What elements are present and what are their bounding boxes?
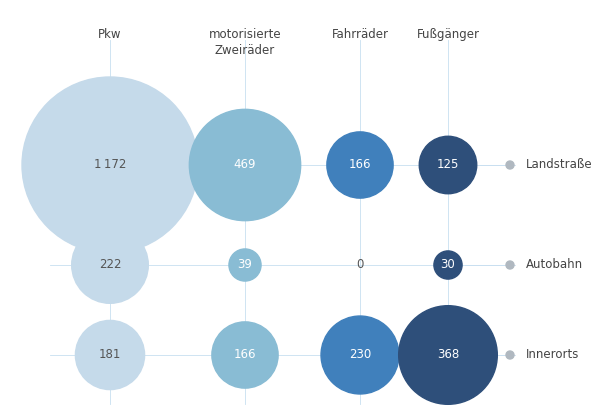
Text: 0: 0 xyxy=(356,258,364,272)
Circle shape xyxy=(212,322,278,388)
Text: 30: 30 xyxy=(441,258,455,272)
Circle shape xyxy=(75,320,144,390)
Circle shape xyxy=(72,227,149,303)
Text: Pkw: Pkw xyxy=(98,28,122,41)
Text: Fußgänger: Fußgänger xyxy=(416,28,480,41)
Circle shape xyxy=(229,249,261,281)
Circle shape xyxy=(506,261,514,269)
Circle shape xyxy=(327,132,393,198)
Circle shape xyxy=(434,251,462,279)
Text: 125: 125 xyxy=(437,159,459,171)
Text: 1 172: 1 172 xyxy=(94,159,126,171)
Circle shape xyxy=(22,77,198,253)
Text: 166: 166 xyxy=(349,159,371,171)
Text: 39: 39 xyxy=(238,258,252,272)
Circle shape xyxy=(321,316,399,394)
Circle shape xyxy=(399,306,497,405)
Circle shape xyxy=(506,351,514,359)
Text: Innerorts: Innerorts xyxy=(526,348,579,362)
Text: Fahrräder: Fahrräder xyxy=(331,28,389,41)
Text: Landstraße: Landstraße xyxy=(526,159,592,171)
Text: 469: 469 xyxy=(234,159,256,171)
Text: 166: 166 xyxy=(234,348,256,362)
Text: 222: 222 xyxy=(99,258,121,272)
Circle shape xyxy=(189,109,301,221)
Text: Autobahn: Autobahn xyxy=(526,258,583,272)
Text: motorisierte
Zweiräder: motorisierte Zweiräder xyxy=(208,28,282,57)
Text: 181: 181 xyxy=(99,348,121,362)
Text: 230: 230 xyxy=(349,348,371,362)
Circle shape xyxy=(419,136,477,194)
Circle shape xyxy=(506,161,514,169)
Text: 368: 368 xyxy=(437,348,459,362)
